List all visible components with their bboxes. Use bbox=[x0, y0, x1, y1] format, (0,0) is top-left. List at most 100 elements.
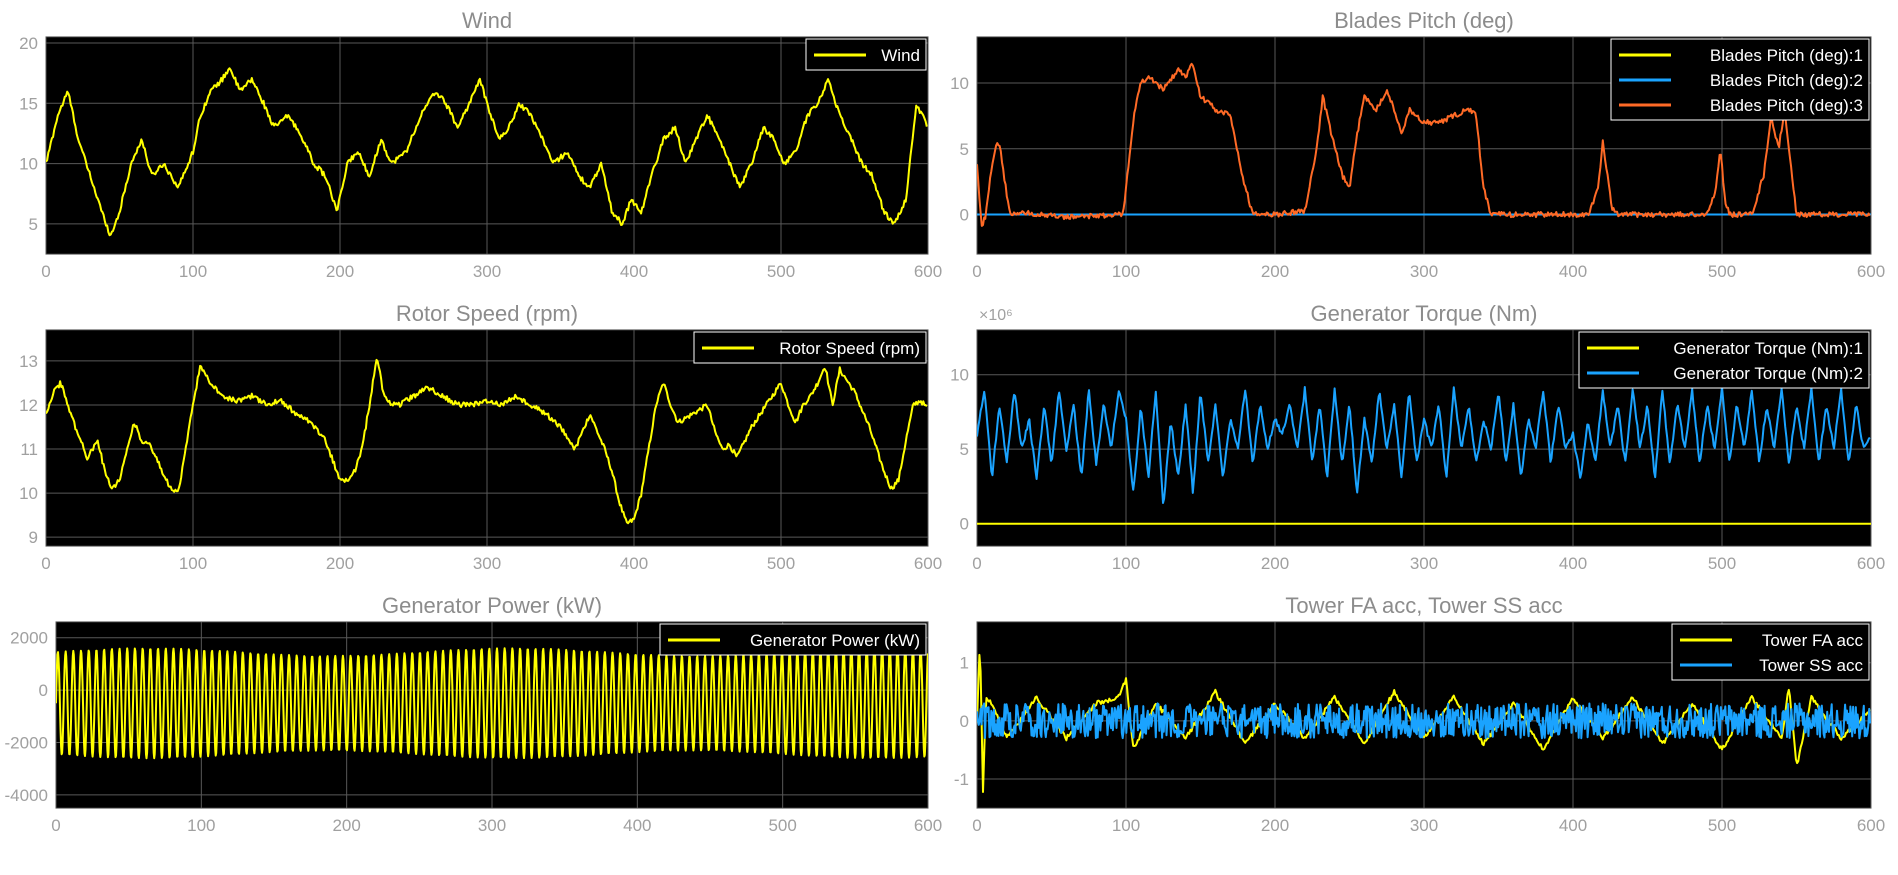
x-tick-label: 0 bbox=[41, 554, 50, 573]
y-tick-label: 5 bbox=[29, 215, 38, 234]
y-tick-label: 5 bbox=[960, 440, 969, 459]
chart-title: Blades Pitch (deg) bbox=[1334, 8, 1514, 33]
legend: Tower FA acc Tower SS acc bbox=[1671, 623, 1870, 681]
chart-title: Wind bbox=[462, 8, 512, 33]
x-tick-label: 600 bbox=[914, 262, 942, 281]
series-group bbox=[46, 358, 928, 525]
y-tick-label: 0 bbox=[960, 712, 969, 731]
y-tick-label: 0 bbox=[960, 206, 969, 225]
y-tick-label: 10 bbox=[19, 155, 38, 174]
y-tick-label: 10 bbox=[950, 366, 969, 385]
x-tick-label: 600 bbox=[914, 554, 942, 573]
chart-title: Rotor Speed (rpm) bbox=[396, 301, 578, 326]
legend: Blades Pitch (deg):1 Blades Pitch (deg):2… bbox=[1610, 38, 1870, 121]
chart-2: Blades Pitch (deg) 0 100 200 300 400 500 600 0 5 1… bbox=[950, 8, 1885, 281]
x-tick-label: 400 bbox=[1559, 554, 1587, 573]
x-tick-label: 100 bbox=[1112, 262, 1140, 281]
x-tick-label: 400 bbox=[620, 262, 648, 281]
series-line bbox=[977, 386, 1871, 504]
x-tick-label: 500 bbox=[767, 554, 795, 573]
series-line bbox=[977, 702, 1871, 740]
series-group bbox=[977, 386, 1871, 525]
y-tick-label: 1 bbox=[960, 654, 969, 673]
x-tick-label: 500 bbox=[768, 816, 796, 835]
y-tick-label: -1 bbox=[954, 770, 969, 789]
y-tick-label: 0 bbox=[39, 681, 48, 700]
x-tick-label: 100 bbox=[187, 816, 215, 835]
x-tick-label: 500 bbox=[1708, 816, 1736, 835]
x-tick-label: 600 bbox=[914, 816, 942, 835]
legend: Generator Power (kW) bbox=[659, 623, 927, 656]
y-tick-label: 12 bbox=[19, 396, 38, 415]
y-tick-label: 5 bbox=[960, 140, 969, 159]
x-tick-label: 500 bbox=[1708, 262, 1736, 281]
x-tick-label: 0 bbox=[972, 262, 981, 281]
chart-title: Generator Power (kW) bbox=[382, 593, 602, 618]
series-line bbox=[46, 358, 928, 525]
x-tick-label: 300 bbox=[1410, 816, 1438, 835]
x-tick-label: 400 bbox=[1559, 262, 1587, 281]
legend-label: Wind bbox=[881, 46, 920, 65]
legend-label: Blades Pitch (deg):2 bbox=[1710, 71, 1863, 90]
legend-label: Tower FA acc bbox=[1762, 631, 1864, 650]
x-tick-label: 100 bbox=[1112, 554, 1140, 573]
legend: Generator Torque (Nm):1 Generator Torque … bbox=[1578, 331, 1870, 389]
legend-label: Generator Torque (Nm):1 bbox=[1673, 339, 1863, 358]
legend-label: Rotor Speed (rpm) bbox=[779, 339, 920, 358]
x-tick-label: 500 bbox=[1708, 554, 1736, 573]
y-tick-label: 0 bbox=[960, 515, 969, 534]
series-line bbox=[46, 67, 928, 237]
x-tick-label: 0 bbox=[972, 554, 981, 573]
legend: Rotor Speed (rpm) bbox=[693, 331, 927, 364]
chart-title: Generator Torque (Nm) bbox=[1310, 301, 1537, 326]
legend-label: Generator Power (kW) bbox=[750, 631, 920, 650]
x-tick-label: 400 bbox=[620, 554, 648, 573]
legend-box bbox=[1578, 331, 1870, 389]
series-group bbox=[977, 62, 1871, 227]
legend-label: Blades Pitch (deg):3 bbox=[1710, 96, 1863, 115]
x-tick-label: 100 bbox=[1112, 816, 1140, 835]
y-tick-label: 15 bbox=[19, 94, 38, 113]
x-tick-label: 200 bbox=[326, 554, 354, 573]
chart-3: Rotor Speed (rpm) 0 100 200 300 400 500 600 9 10 1… bbox=[19, 301, 942, 573]
chart-1: Wind 0 100 200 300 400 500 600 5 10 15 20 Wind bbox=[19, 8, 942, 281]
x-tick-label: 400 bbox=[1559, 816, 1587, 835]
chart-title: Tower FA acc, Tower SS acc bbox=[1285, 593, 1562, 618]
legend-label: Blades Pitch (deg):1 bbox=[1710, 46, 1863, 65]
x-tick-label: 200 bbox=[1261, 554, 1289, 573]
y-tick-label: 9 bbox=[29, 528, 38, 547]
y-tick-label: -2000 bbox=[5, 734, 48, 753]
chart-5: Generator Power (kW) 0 100 200 300 400 500 600 -… bbox=[5, 593, 943, 835]
y-tick-label: 10 bbox=[19, 484, 38, 503]
chart-6: Tower FA acc, Tower SS acc 0 100 200 300 400 5… bbox=[954, 593, 1885, 835]
y-tick-label: -4000 bbox=[5, 786, 48, 805]
x-tick-label: 500 bbox=[767, 262, 795, 281]
y-tick-label: 2000 bbox=[10, 629, 48, 648]
x-tick-label: 300 bbox=[473, 262, 501, 281]
legend-box bbox=[1671, 623, 1870, 681]
x-tick-label: 600 bbox=[1857, 816, 1885, 835]
x-tick-label: 200 bbox=[1261, 262, 1289, 281]
legend-label: Tower SS acc bbox=[1759, 656, 1863, 675]
y-exponent-label: ×10⁶ bbox=[979, 307, 1013, 324]
x-tick-label: 300 bbox=[1410, 262, 1438, 281]
x-tick-label: 300 bbox=[478, 816, 506, 835]
series-line bbox=[56, 647, 928, 760]
x-tick-label: 0 bbox=[41, 262, 50, 281]
x-tick-label: 600 bbox=[1857, 554, 1885, 573]
x-tick-label: 0 bbox=[972, 816, 981, 835]
series-line bbox=[977, 653, 1871, 793]
x-tick-label: 600 bbox=[1857, 262, 1885, 281]
chart-4: Generator Torque (Nm)0 100 200 300 400 500 600… bbox=[950, 301, 1885, 573]
x-tick-label: 400 bbox=[623, 816, 651, 835]
series-line bbox=[977, 62, 1871, 227]
y-tick-label: 11 bbox=[20, 440, 38, 459]
x-tick-label: 300 bbox=[473, 554, 501, 573]
legend: Wind bbox=[805, 38, 927, 71]
x-tick-label: 100 bbox=[179, 554, 207, 573]
series-group bbox=[46, 67, 928, 237]
x-tick-label: 200 bbox=[326, 262, 354, 281]
x-tick-label: 300 bbox=[1410, 554, 1438, 573]
x-tick-label: 200 bbox=[332, 816, 360, 835]
